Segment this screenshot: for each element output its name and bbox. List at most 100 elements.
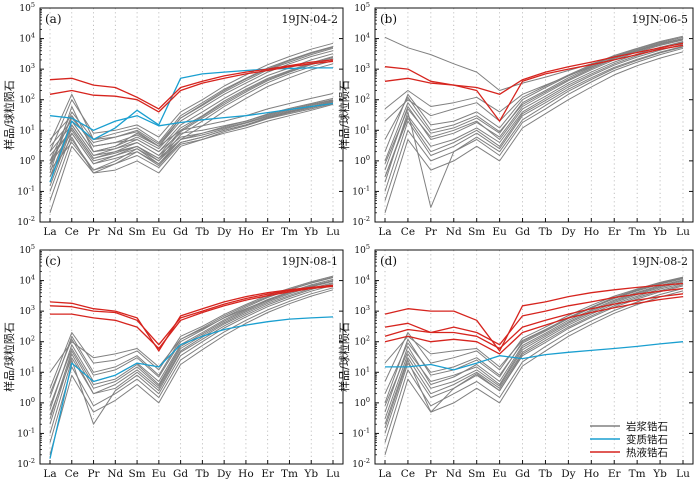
legend-label: 热液锆石 — [626, 446, 668, 459]
panel-label: (c) — [45, 254, 61, 268]
x-tick-label: Gd — [515, 226, 530, 238]
y-tick-label: 103 — [354, 62, 370, 75]
series-line-magmatic — [384, 281, 684, 419]
series-line-magmatic — [49, 63, 334, 213]
y-tick-label: 100 — [19, 154, 35, 167]
y-tick-label: 10-2 — [352, 457, 370, 470]
x-tick-label: Er — [608, 226, 622, 238]
y-tick-label: 104 — [354, 32, 370, 45]
series-line-magmatic — [49, 93, 334, 147]
series-line-magmatic — [49, 284, 334, 434]
y-tick-label: 101 — [19, 123, 35, 136]
series-line-hydrothermal — [49, 60, 334, 113]
x-tick-label: Nd — [107, 468, 123, 480]
x-tick-label: Ho — [238, 468, 253, 480]
series-line-magmatic — [49, 280, 334, 419]
y-axis-label: 样品/球粒陨石 — [2, 322, 16, 392]
series-line-magmatic — [384, 277, 684, 394]
y-tick-label: 105 — [354, 1, 370, 14]
y-tick-label: 104 — [19, 274, 35, 287]
y-tick-label: 103 — [19, 304, 35, 317]
series-line-magmatic — [384, 277, 684, 404]
x-tick-label: Ho — [584, 468, 599, 480]
series-line-magmatic — [49, 99, 334, 156]
plot-frame — [374, 249, 694, 465]
x-tick-label: Lu — [326, 226, 340, 238]
series-line-hydrothermal — [384, 287, 684, 346]
x-tick-label: Eu — [152, 468, 167, 480]
x-tick-label: Sm — [468, 226, 485, 238]
x-tick-label: Dy — [561, 468, 575, 480]
x-tick-label: Gd — [515, 468, 530, 480]
y-tick-label: 10-1 — [352, 184, 370, 197]
series-line-magmatic — [49, 60, 334, 201]
y-tick-label: 104 — [19, 32, 35, 45]
x-tick-label: Tb — [196, 226, 210, 238]
x-tick-label: Tb — [196, 468, 210, 480]
x-tick-label: Tb — [539, 468, 553, 480]
series-line-magmatic — [384, 36, 684, 152]
y-tick-label: 10-1 — [17, 426, 35, 439]
y-tick-label: 105 — [19, 243, 35, 256]
x-tick-label: La — [43, 468, 56, 480]
x-tick-label: Dy — [217, 226, 231, 238]
legend-label: 变质锆石 — [626, 433, 668, 446]
y-tick-label: 102 — [19, 93, 35, 106]
series-line-magmatic — [49, 287, 334, 443]
x-tick-label: Ho — [584, 226, 599, 238]
x-tick-label: Pr — [87, 226, 100, 238]
series-line-hydrothermal — [384, 293, 684, 350]
y-tick-label: 10-2 — [352, 215, 370, 228]
x-tick-label: Dy — [217, 468, 231, 480]
series-line-hydrothermal — [384, 295, 684, 355]
series-line-metamorphic — [49, 102, 334, 131]
panels: 10-2 10-1 100 101 102 103 104 105 La Ce Pr Nd Sm Eu Gd… — [2, 1, 694, 480]
series-line-magmatic — [49, 100, 334, 159]
x-tick-label: Gd — [173, 468, 188, 480]
x-tick-label: Sm — [128, 468, 145, 480]
x-tick-label: Eu — [152, 226, 167, 238]
series-line-magmatic — [384, 276, 684, 382]
series-line-magmatic — [384, 283, 684, 425]
series-line-magmatic — [49, 56, 334, 183]
y-axis-label: 样品/球粒陨石 — [2, 80, 16, 150]
series-line-magmatic — [49, 282, 334, 425]
y-tick-label: 105 — [19, 1, 35, 14]
plot-frame — [39, 7, 344, 223]
y-tick-label: 10-1 — [352, 426, 370, 439]
x-tick-label: Dy — [561, 226, 575, 238]
x-tick-label: Yb — [303, 226, 318, 238]
x-tick-label: Pr — [87, 468, 100, 480]
series-line-metamorphic — [49, 316, 334, 459]
x-tick-label: Nd — [107, 226, 123, 238]
y-tick-label: 100 — [354, 154, 370, 167]
y-tick-label: 103 — [354, 304, 370, 317]
x-tick-label: Er — [608, 468, 622, 480]
x-tick-label: Sm — [128, 226, 145, 238]
series-line-magmatic — [384, 288, 684, 443]
y-axis-label: 样品/球粒陨石 — [337, 322, 351, 392]
x-tick-label: Tm — [629, 468, 646, 480]
series-line-magmatic — [49, 103, 334, 178]
series-line-hydrothermal — [49, 285, 334, 346]
panel-label: (d) — [380, 254, 397, 268]
x-tick-label: Lu — [676, 468, 690, 480]
y-tick-label: 10-2 — [17, 215, 35, 228]
series-line-magmatic — [384, 35, 684, 122]
x-tick-label: Ce — [401, 226, 415, 238]
y-tick-label: 100 — [19, 396, 35, 409]
panel-2: 10-2 10-1 100 101 102 103 104 105 La Ce Pr Nd Sm Eu Gd… — [2, 243, 344, 480]
series-line-hydrothermal — [384, 44, 684, 122]
series-line-magmatic — [49, 280, 334, 373]
series-line-magmatic — [49, 103, 334, 171]
series-line-magmatic — [49, 275, 334, 389]
x-tick-label: Ce — [65, 226, 79, 238]
series-line-magmatic — [49, 99, 334, 153]
sample-id: 19JN-08-1 — [282, 255, 338, 268]
x-tick-label: Eu — [492, 226, 507, 238]
panel-0: 10-2 10-1 100 101 102 103 104 105 La Ce Pr Nd Sm Eu Gd… — [2, 1, 344, 238]
y-tick-label: 100 — [354, 396, 370, 409]
y-tick-label: 10-2 — [17, 457, 35, 470]
